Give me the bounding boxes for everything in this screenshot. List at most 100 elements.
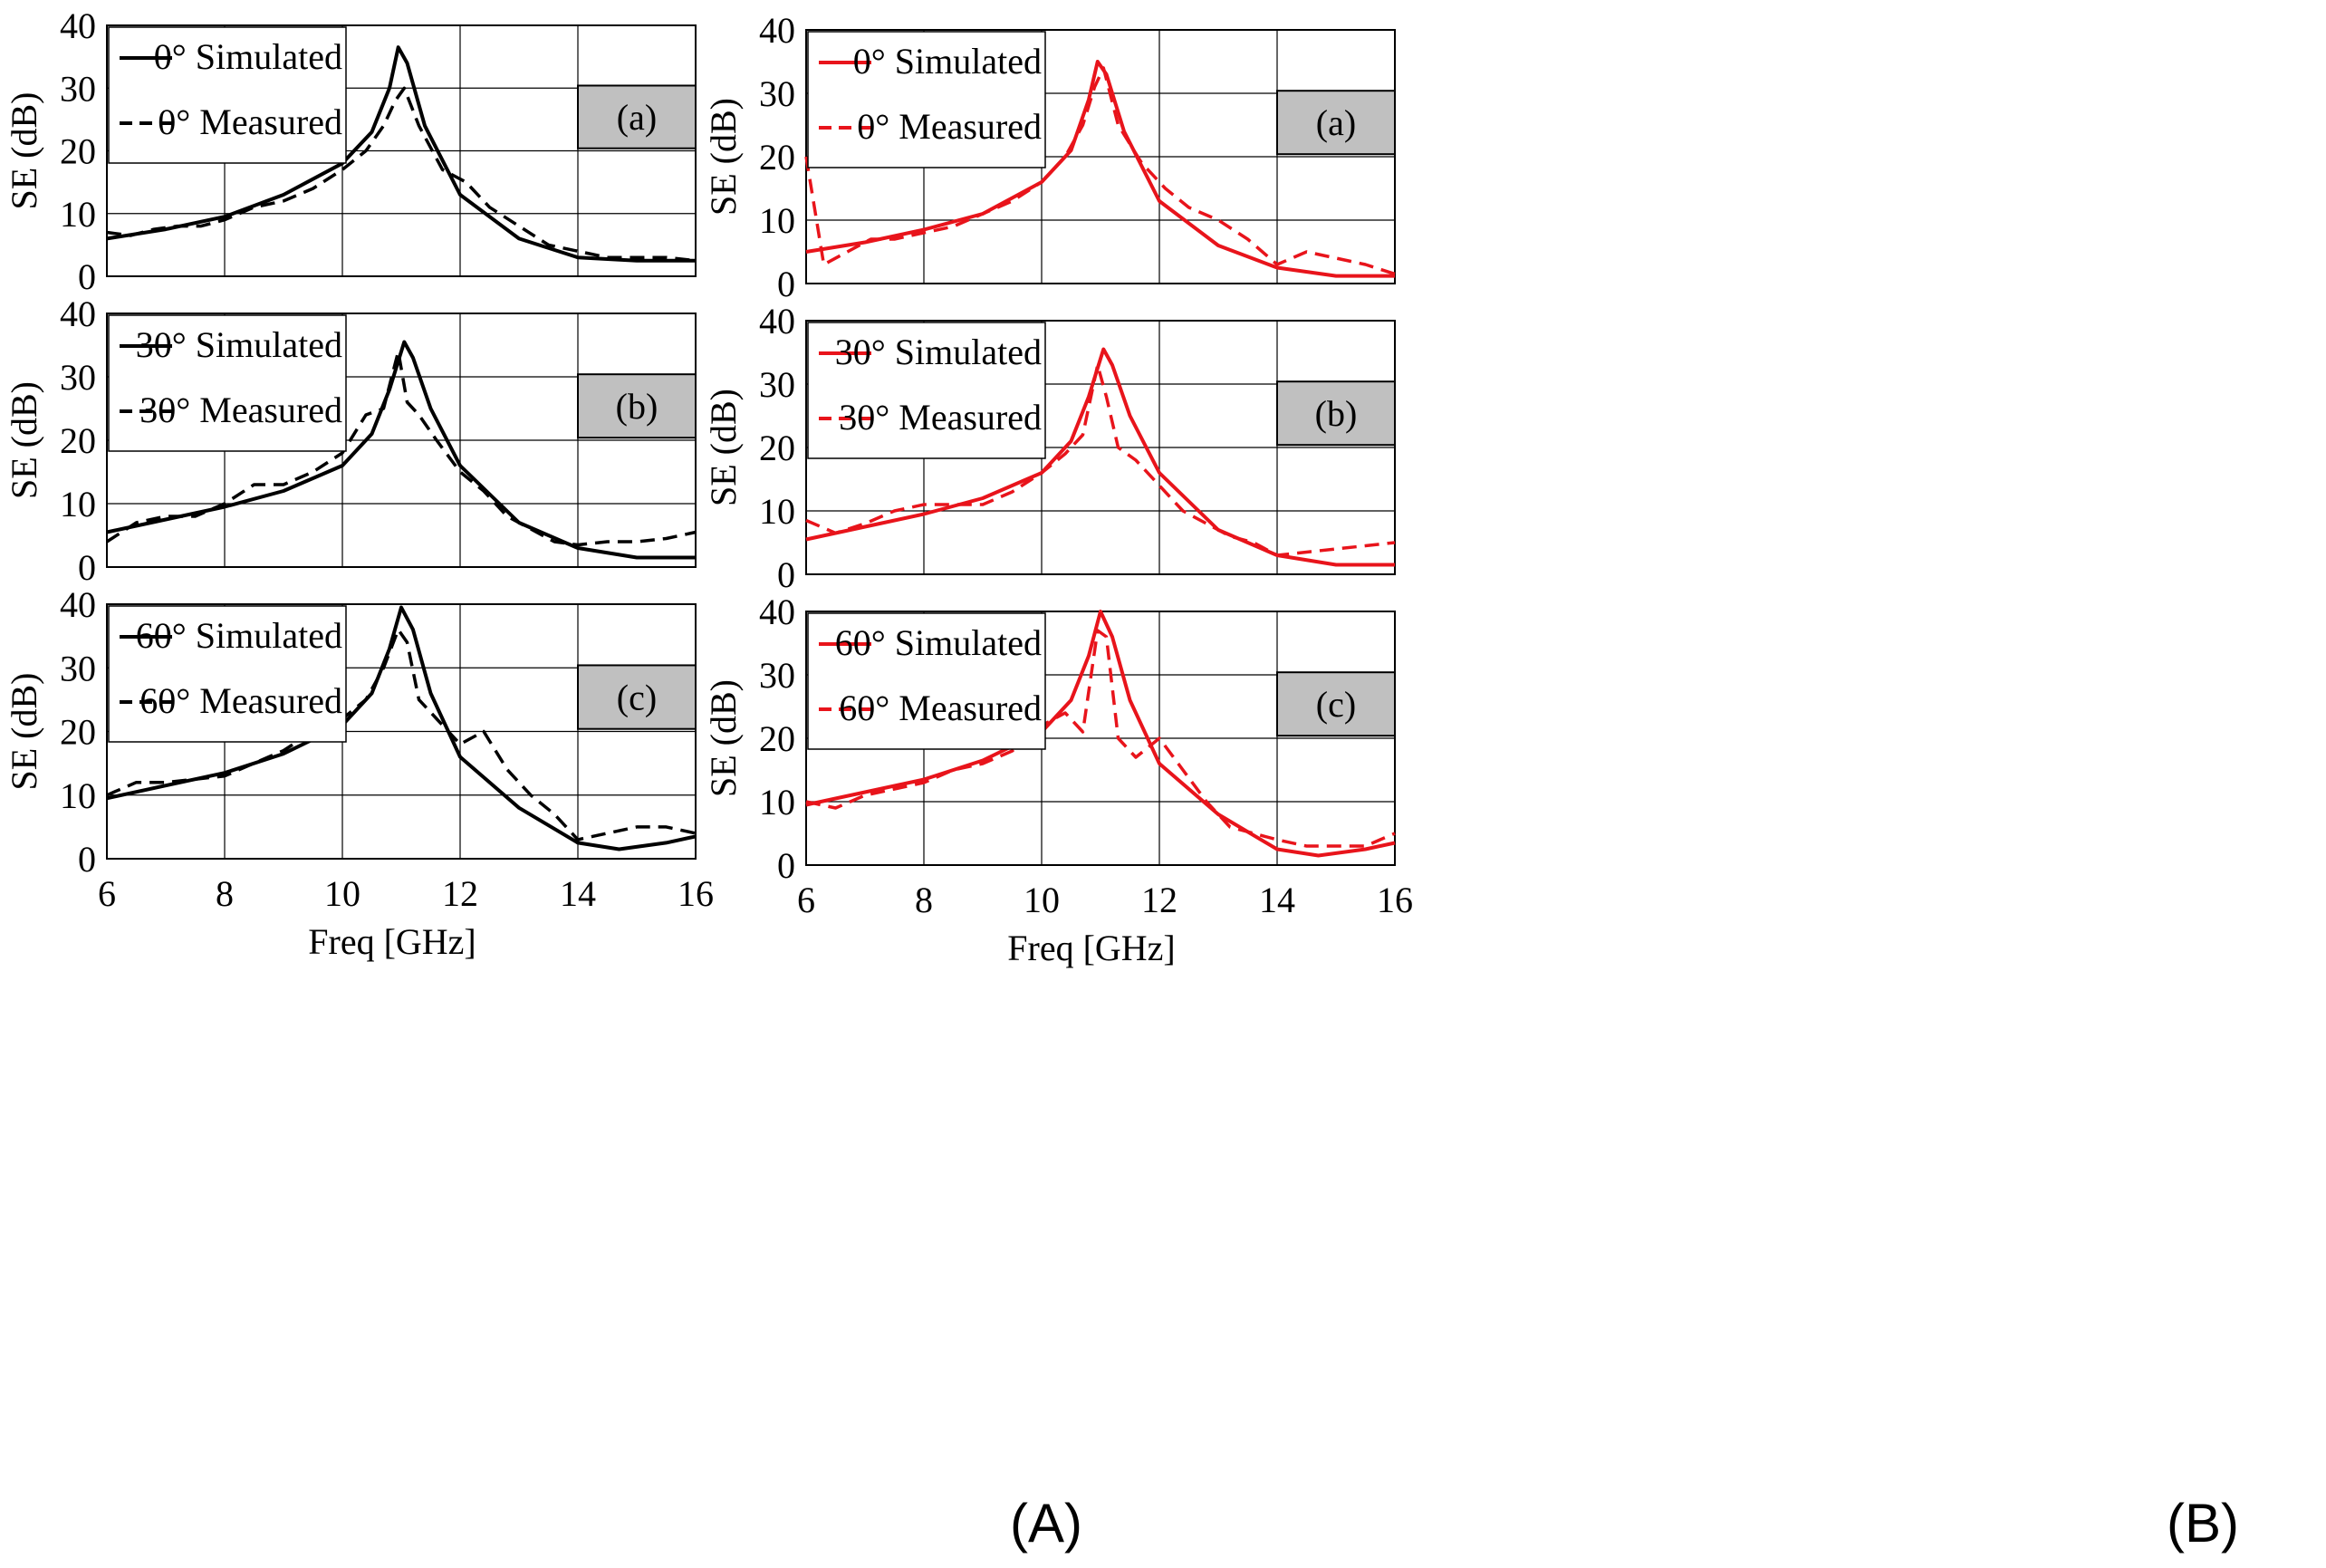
- y-tick-label: 40: [60, 584, 96, 625]
- panel-label: (a): [1316, 102, 1356, 143]
- panel-label-box: [1276, 380, 1396, 447]
- y-tick-label: 10: [60, 775, 96, 816]
- x-tick-label: 12: [442, 873, 478, 914]
- legend-entry: 60° Measured: [839, 688, 1042, 728]
- legend-entry: 0° Measured: [158, 101, 342, 142]
- panel-label: (c): [617, 678, 657, 718]
- figure-label-A: (A): [1010, 1493, 1082, 1554]
- y-tick-label: 20: [60, 420, 96, 461]
- x-tick-label: 10: [1024, 880, 1060, 920]
- y-tick-label: 10: [60, 484, 96, 524]
- y-tick-label: 40: [759, 301, 795, 341]
- legend-entry: 0° Measured: [857, 106, 1042, 147]
- x-tick-label: 12: [1141, 880, 1177, 920]
- y-axis-label: SE (dB): [703, 679, 744, 797]
- legend-entry: 60° Measured: [139, 680, 342, 721]
- x-tick-label: 6: [797, 880, 815, 920]
- y-tick-label: 10: [759, 491, 795, 532]
- x-tick-label: 6: [98, 873, 116, 914]
- legend-entry: 30° Measured: [139, 390, 342, 430]
- plot-frame: [106, 24, 697, 277]
- chart-panel-A-c: 0 10 20 30 40 SE (dB) 6 8 10 12 14 16 Freq [GHz] (c) 6…: [4, 584, 714, 962]
- series-line-measured: [804, 66, 1396, 276]
- chart-panel-B-b: 0 10 20 30 40 SE (dB) (b) 30° Simulated 30° Meas…: [703, 301, 1396, 595]
- y-tick-label: 10: [60, 194, 96, 235]
- y-axis-label: SE (dB): [4, 92, 44, 210]
- x-tick-label: 16: [678, 873, 714, 914]
- legend-entry: 30° Simulated: [136, 324, 342, 365]
- y-axis-label: SE (dB): [4, 381, 44, 499]
- y-tick-label: 0: [78, 839, 96, 880]
- y-tick-label: 0: [78, 256, 96, 297]
- y-tick-label: 30: [60, 357, 96, 398]
- series-line-measured: [805, 363, 1396, 557]
- x-tick-label: 8: [915, 880, 933, 920]
- legend-entry: 30° Measured: [839, 397, 1042, 438]
- x-axis-label: Freq [GHz]: [308, 921, 476, 962]
- y-tick-label: 0: [777, 554, 795, 595]
- y-tick-label: 0: [777, 845, 795, 886]
- y-tick-label: 0: [777, 264, 795, 304]
- legend-box: [807, 612, 1046, 750]
- chart-panel-A-b: 0 10 20 30 40 SE (dB) (b) 30° Simulated 30° Meas…: [4, 293, 697, 588]
- y-tick-label: 40: [60, 5, 96, 46]
- x-tick-label: 14: [1259, 880, 1295, 920]
- legend-entry: 60° Simulated: [835, 622, 1042, 663]
- y-tick-label: 40: [759, 10, 795, 51]
- y-tick-label: 40: [759, 592, 795, 632]
- panel-label-box: [577, 84, 697, 149]
- plot-frame: [805, 320, 1396, 575]
- y-tick-label: 30: [60, 648, 96, 688]
- y-tick-label: 20: [60, 712, 96, 753]
- legend-box: [807, 322, 1046, 459]
- panel-label-box: [1276, 90, 1396, 156]
- y-tick-label: 0: [78, 547, 96, 588]
- legend-box: [807, 31, 1046, 168]
- panel-label-box: [577, 664, 697, 730]
- plot-frame: [106, 603, 697, 860]
- y-tick-label: 30: [759, 73, 795, 114]
- legend-entry: 0° Simulated: [154, 36, 342, 77]
- y-tick-label: 10: [759, 782, 795, 822]
- series-line-simulated: [805, 610, 1396, 858]
- y-tick-label: 30: [60, 68, 96, 109]
- series-line-simulated: [805, 60, 1395, 278]
- series-line-simulated: [106, 45, 696, 263]
- panel-label-box: [1276, 671, 1396, 737]
- y-tick-label: 40: [60, 293, 96, 334]
- y-tick-label: 10: [759, 200, 795, 241]
- y-tick-label: 20: [759, 428, 795, 468]
- y-axis-label: SE (dB): [703, 389, 744, 506]
- y-axis-label: SE (dB): [4, 673, 44, 791]
- y-tick-label: 30: [759, 655, 795, 696]
- series-line-simulated: [106, 605, 697, 851]
- series-line-measured: [106, 350, 697, 547]
- x-tick-label: 10: [324, 873, 360, 914]
- legend-entry: 60° Simulated: [136, 615, 342, 656]
- panel-label: (b): [616, 386, 658, 427]
- series-line-measured: [805, 629, 1396, 848]
- y-tick-label: 30: [759, 364, 795, 405]
- panel-label-box: [577, 373, 697, 439]
- panel-label: (c): [1316, 684, 1356, 725]
- series-line-simulated: [106, 340, 696, 560]
- panel-label: (b): [1315, 393, 1358, 434]
- chart-panel-B-a: 0 10 20 30 40 SE (dB) (a) 0° Simulated 0° Measur…: [703, 10, 1396, 304]
- x-tick-label: 16: [1377, 880, 1413, 920]
- figure-label-B: (B): [2167, 1493, 2239, 1554]
- series-line-measured: [106, 628, 697, 842]
- legend-box: [108, 26, 347, 164]
- legend-box: [108, 314, 347, 452]
- y-tick-label: 20: [759, 718, 795, 759]
- x-axis-label: Freq [GHz]: [1007, 928, 1176, 968]
- y-axis-label: SE (dB): [703, 98, 744, 216]
- x-tick-label: 14: [560, 873, 596, 914]
- legend-entry: 30° Simulated: [835, 332, 1042, 372]
- series-line-measured: [106, 86, 697, 263]
- plot-frame: [106, 313, 697, 568]
- chart-panel-A-a: 0 10 20 30 40 SE (dB) (a) 0° Simulated 0° Measur…: [4, 5, 697, 297]
- series-line-simulated: [805, 347, 1395, 567]
- y-tick-label: 20: [759, 137, 795, 178]
- x-tick-label: 8: [216, 873, 234, 914]
